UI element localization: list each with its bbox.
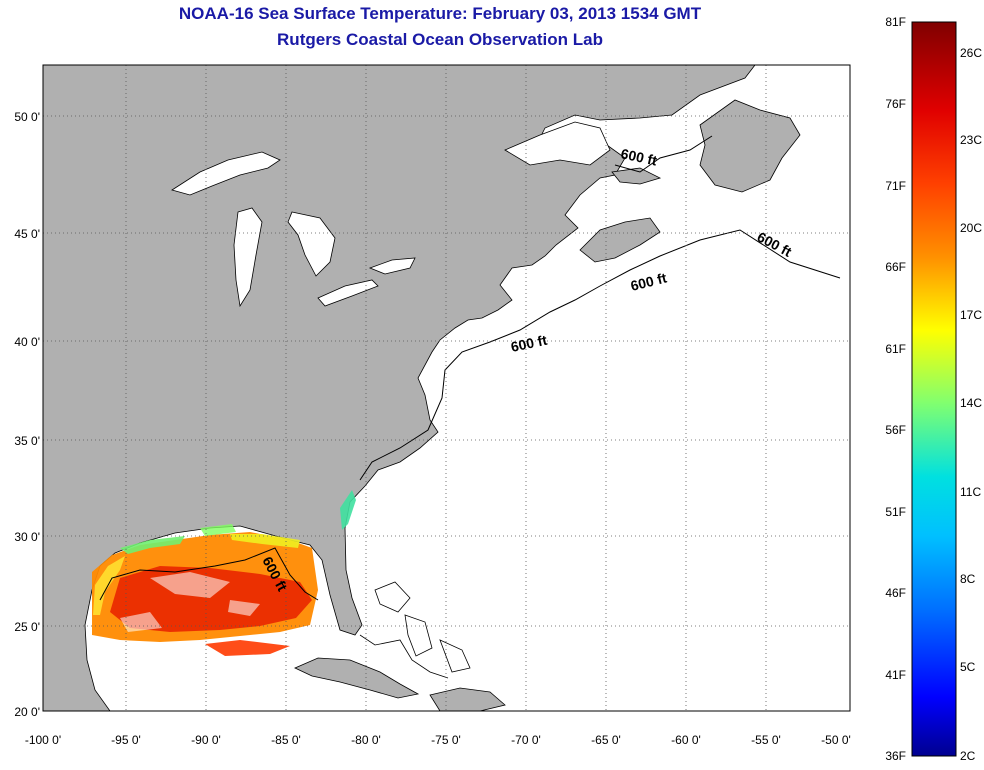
lon-tick-label: -70 0' (511, 733, 541, 747)
colorbar-c-label: 20C (960, 221, 982, 235)
lat-tick-label: 25 0' (14, 620, 40, 634)
lon-tick-label: -65 0' (591, 733, 621, 747)
nova-scotia-land (579, 217, 661, 263)
cuba-land (294, 657, 420, 699)
lon-tick-label: -60 0' (671, 733, 701, 747)
lat-tick-label: 30 0' (14, 530, 40, 544)
colorbar-f-label: 71F (885, 179, 906, 193)
temperature-colorbar (911, 21, 957, 757)
colorbar-f-label: 36F (885, 749, 906, 763)
colorbar-c-label: 2C (960, 749, 976, 763)
lake-erie (317, 279, 379, 307)
colorbar-c-label: 11C (960, 485, 981, 499)
lake-michigan (233, 207, 263, 308)
lake-superior (171, 151, 281, 196)
colorbar-c-label: 5C (960, 660, 976, 674)
map-title: NOAA-16 Sea Surface Temperature: Februar… (178, 4, 702, 23)
contour-label-gulf-st-lawrence: 600 ft (619, 145, 658, 168)
st-lawrence-gulf (504, 121, 611, 166)
lon-tick-label: -85 0' (271, 733, 301, 747)
colorbar-c-label: 23C (960, 133, 982, 147)
colorbar-c-label: 17C (960, 308, 982, 322)
sst-data-patch (92, 490, 356, 656)
lat-tick-label: 50 0' (14, 110, 40, 124)
lon-tick-label: -75 0' (431, 733, 461, 747)
bahamas-shelf-contour (359, 634, 449, 679)
lat-tick-label: 35 0' (14, 434, 40, 448)
colorbar-c-labels: 26C 23C 20C 17C 14C 11C 8C 5C 2C (960, 46, 982, 763)
lake-ontario (368, 257, 416, 275)
hispaniola-land (429, 687, 506, 711)
lat-tick-label: 20 0' (14, 705, 40, 719)
lake-huron (287, 211, 336, 277)
colorbar-c-label: 8C (960, 572, 976, 586)
lon-tick-label: -90 0' (191, 733, 221, 747)
colorbar-f-label: 76F (885, 97, 906, 111)
lon-tick-label: -100 0' (25, 733, 61, 747)
lat-tick-label: 40 0' (14, 335, 40, 349)
lon-ticks: -100 0' -95 0' -90 0' -85 0' -80 0' -75 … (25, 733, 851, 747)
lat-tick-label: 45 0' (14, 227, 40, 241)
lon-tick-label: -50 0' (821, 733, 851, 747)
colorbar-f-label: 66F (885, 260, 906, 274)
colorbar-f-label: 56F (885, 423, 906, 437)
colorbar-c-label: 14C (960, 396, 982, 410)
colorbar-c-label: 26C (960, 46, 982, 60)
lat-ticks: 20 0' 25 0' 30 0' 35 0' 40 0' 45 0' 50 0… (14, 110, 40, 719)
lon-tick-label: -80 0' (351, 733, 381, 747)
newfoundland-land (699, 99, 801, 193)
anticosti-island (611, 167, 662, 185)
colorbar-f-label: 81F (885, 15, 906, 29)
map-subtitle: Rutgers Coastal Ocean Observation Lab (277, 30, 603, 49)
map-frame (42, 64, 851, 712)
colorbar-f-labels: 81F 76F 71F 66F 61F 56F 51F 46F 41F 36F (885, 15, 906, 763)
map-grid (43, 65, 850, 711)
contour-label-midatlantic: 600 ft (509, 332, 548, 355)
lon-tick-label: -95 0' (111, 733, 141, 747)
lon-tick-label: -55 0' (751, 733, 781, 747)
bahamas-islands (374, 581, 471, 673)
colorbar-f-label: 61F (885, 342, 906, 356)
colorbar-f-label: 46F (885, 586, 906, 600)
colorbar-f-label: 51F (885, 505, 906, 519)
colorbar-f-label: 41F (885, 668, 906, 682)
